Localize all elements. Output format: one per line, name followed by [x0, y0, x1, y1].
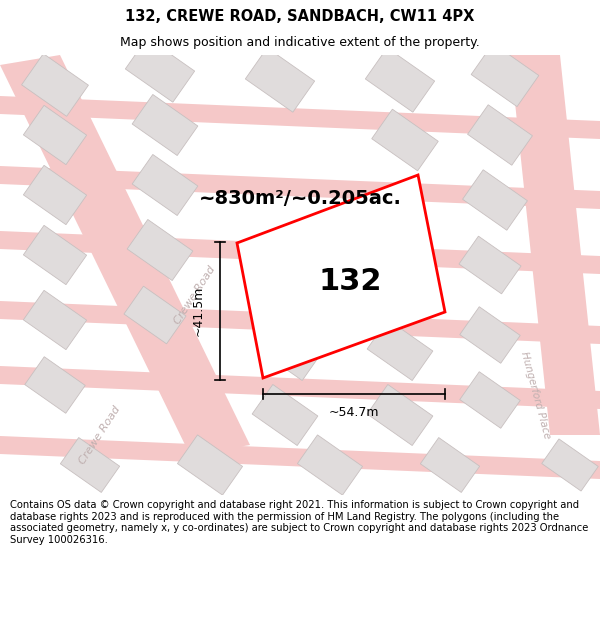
Text: Hungerford Place: Hungerford Place — [518, 350, 551, 440]
Polygon shape — [125, 38, 194, 102]
Polygon shape — [23, 106, 86, 164]
Polygon shape — [463, 170, 527, 230]
Text: Crewe Road: Crewe Road — [77, 404, 122, 466]
Polygon shape — [61, 438, 119, 493]
Text: Map shows position and indicative extent of the property.: Map shows position and indicative extent… — [120, 36, 480, 49]
Polygon shape — [421, 438, 479, 493]
Polygon shape — [124, 286, 186, 344]
Polygon shape — [510, 55, 600, 435]
Polygon shape — [0, 166, 600, 209]
Polygon shape — [0, 366, 600, 409]
Polygon shape — [257, 319, 323, 381]
Polygon shape — [367, 319, 433, 381]
Polygon shape — [460, 372, 520, 428]
Text: Contains OS data © Crown copyright and database right 2021. This information is : Contains OS data © Crown copyright and d… — [10, 500, 588, 545]
Polygon shape — [237, 175, 445, 378]
Text: Crewe Road: Crewe Road — [172, 264, 218, 326]
Polygon shape — [467, 105, 532, 165]
Text: ~54.7m: ~54.7m — [329, 406, 379, 419]
Polygon shape — [178, 435, 242, 495]
Polygon shape — [298, 435, 362, 495]
Polygon shape — [367, 384, 433, 446]
Polygon shape — [23, 226, 86, 284]
Polygon shape — [542, 439, 598, 491]
Polygon shape — [471, 43, 539, 107]
Polygon shape — [245, 48, 314, 112]
Polygon shape — [132, 154, 198, 216]
Polygon shape — [23, 166, 86, 224]
Polygon shape — [0, 96, 600, 139]
Polygon shape — [365, 48, 434, 112]
Polygon shape — [0, 55, 250, 455]
Polygon shape — [460, 307, 520, 363]
Polygon shape — [127, 219, 193, 281]
Text: 132, CREWE ROAD, SANDBACH, CW11 4PX: 132, CREWE ROAD, SANDBACH, CW11 4PX — [125, 9, 475, 24]
Polygon shape — [0, 231, 600, 274]
Polygon shape — [22, 54, 88, 116]
Text: ~830m²/~0.205ac.: ~830m²/~0.205ac. — [199, 189, 401, 208]
Polygon shape — [23, 291, 86, 349]
Polygon shape — [0, 436, 600, 479]
Polygon shape — [132, 94, 198, 156]
Polygon shape — [25, 357, 85, 413]
Polygon shape — [0, 301, 600, 344]
Polygon shape — [252, 384, 318, 446]
Text: ~41.5m: ~41.5m — [191, 286, 205, 336]
Polygon shape — [372, 109, 438, 171]
Text: 132: 132 — [319, 268, 383, 296]
Polygon shape — [459, 236, 521, 294]
